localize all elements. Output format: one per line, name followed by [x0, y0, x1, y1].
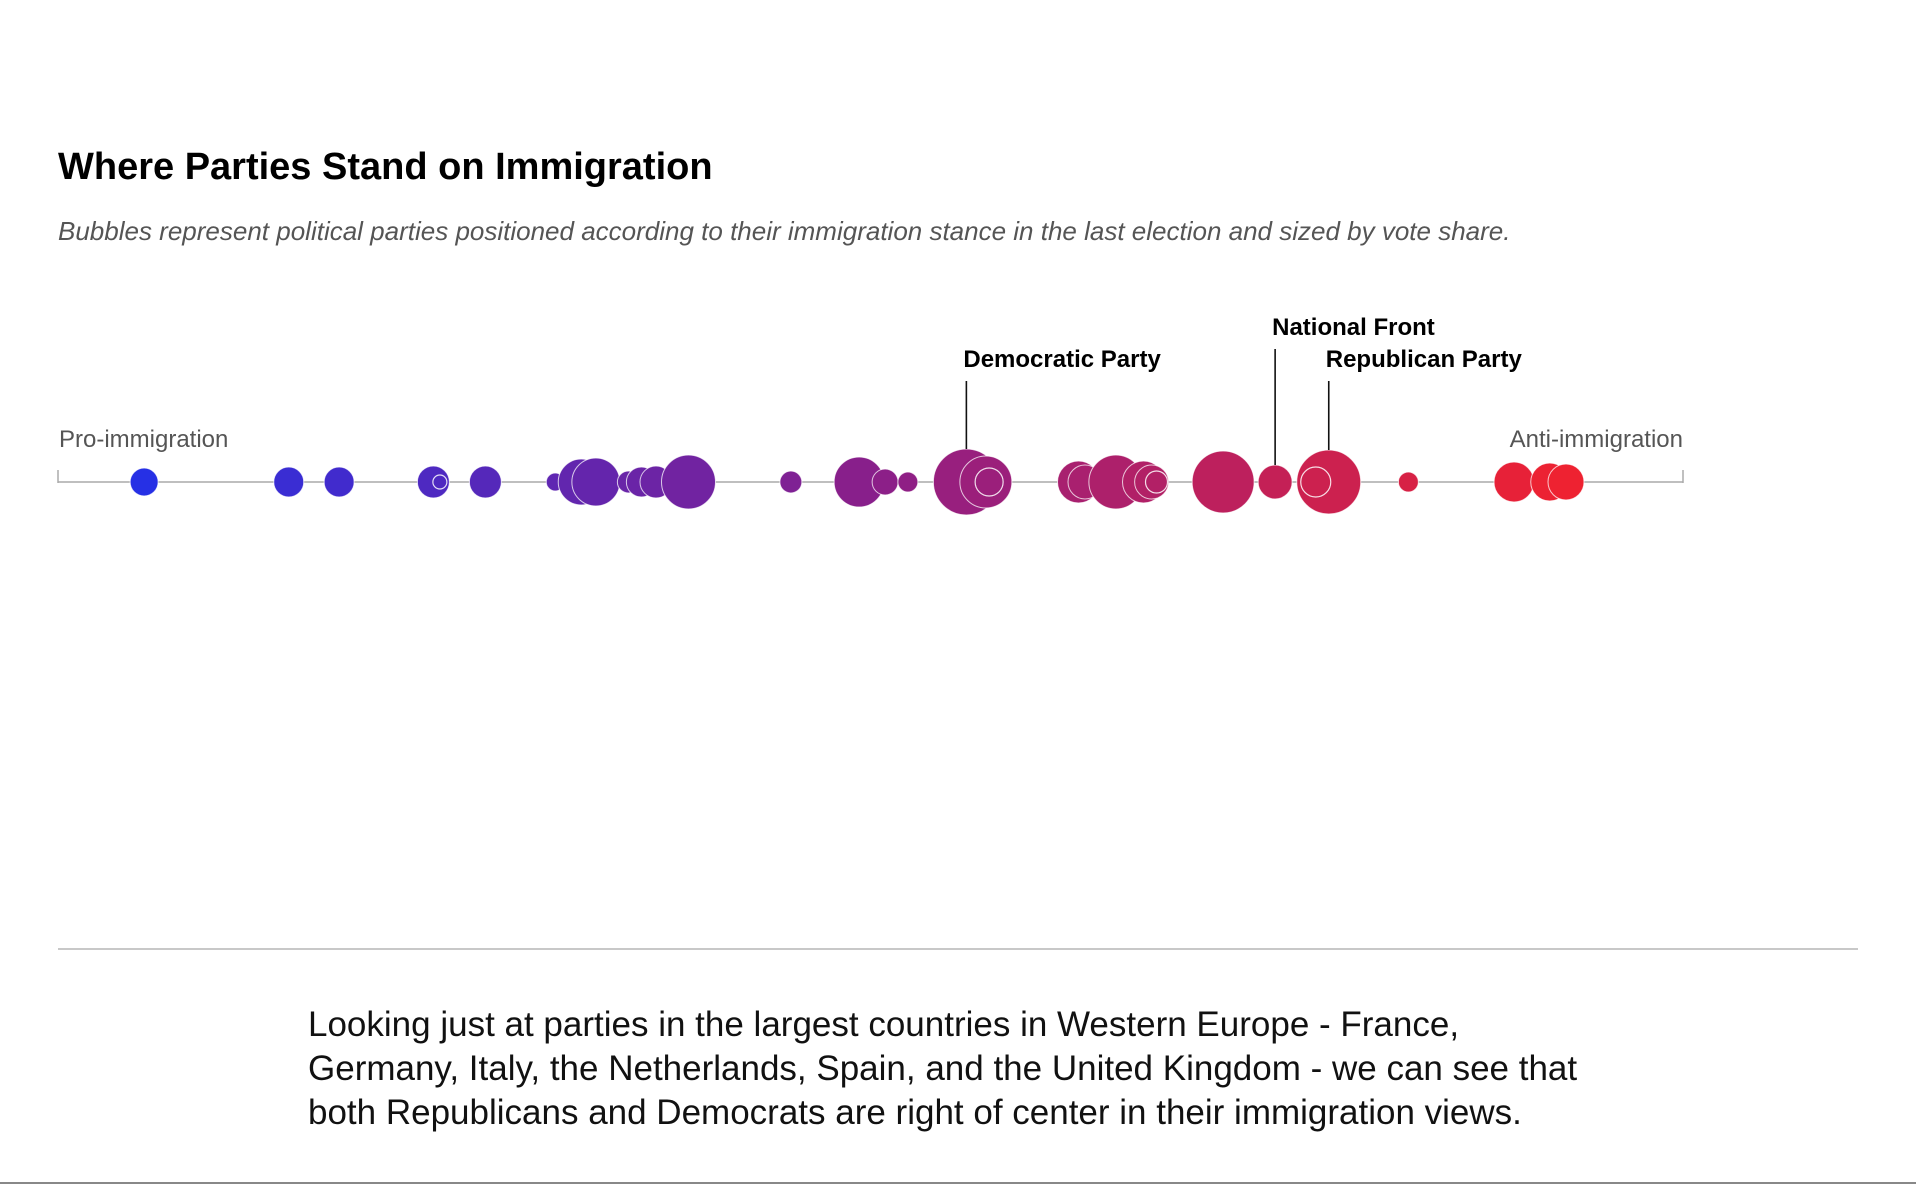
party-bubble: [1134, 464, 1170, 500]
section-divider: [58, 948, 1858, 950]
party-bubble-outline: [1300, 466, 1332, 498]
body-paragraph: Looking just at parties in the largest c…: [308, 1005, 1578, 1132]
party-bubble: [273, 466, 305, 498]
annotation-label: Democratic Party: [963, 346, 1161, 373]
bubble-chart: Pro-immigration Anti-immigration Democra…: [57, 314, 1684, 516]
party-bubble-outline: [1144, 470, 1169, 494]
party-bubble: [1493, 461, 1535, 503]
party-bubble: [1547, 463, 1585, 501]
party-bubble: [1296, 449, 1362, 515]
party-bubble: [871, 468, 899, 496]
party-bubble-outline: [974, 467, 1004, 497]
bubbles-group: [129, 448, 1585, 516]
party-bubble: [661, 454, 716, 510]
axis-label-left: Pro-immigration: [59, 426, 228, 453]
party-bubble: [129, 467, 159, 497]
party-bubble: [897, 471, 919, 493]
party-bubble: [571, 457, 621, 507]
bottom-border: [0, 1182, 1916, 1184]
party-bubble: [323, 466, 355, 498]
party-bubble: [959, 455, 1013, 509]
party-bubble: [1257, 464, 1293, 500]
annotation-label: National Front: [1272, 314, 1435, 341]
party-bubble: [1191, 450, 1255, 514]
axis-label-right: Anti-immigration: [1510, 426, 1683, 453]
party-bubble: [779, 470, 803, 494]
party-bubble: [1397, 471, 1419, 493]
chart-title: Where Parties Stand on Immigration: [58, 146, 713, 188]
annotations-group: Democratic Party National Front Republican…: [963, 314, 1522, 465]
party-bubble-outline: [432, 474, 448, 490]
annotation-label: Republican Party: [1326, 346, 1523, 373]
party-bubble: [468, 465, 502, 499]
chart-subtitle: Bubbles represent political parties posi…: [58, 216, 1511, 246]
